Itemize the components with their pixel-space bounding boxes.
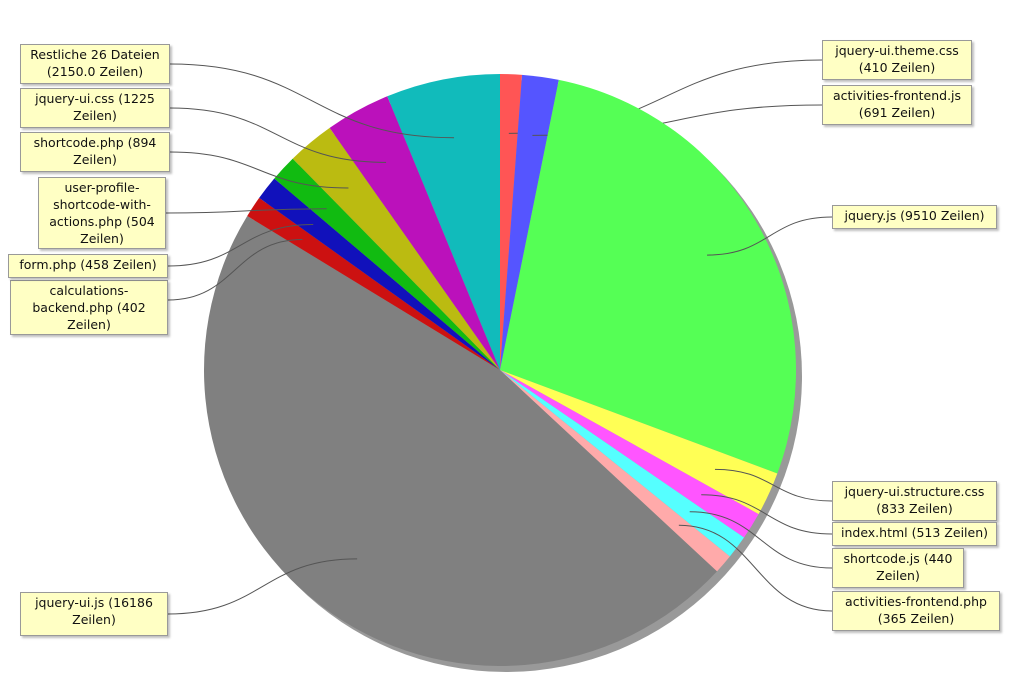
slice-label: Restliche 26 Dateien (2150.0 Zeilen) — [20, 44, 170, 84]
leader-line — [167, 238, 303, 301]
slice-label: shortcode.js (440 Zeilen) — [832, 548, 964, 588]
slice-label: user-profile-shortcode-with-actions.php … — [38, 177, 166, 249]
slice-label: form.php (458 Zeilen) — [8, 254, 168, 278]
pie-slice — [274, 158, 500, 370]
pie-slice — [247, 197, 500, 370]
pie-slice — [500, 370, 745, 557]
leader-line — [707, 216, 833, 256]
pie-slice — [500, 74, 523, 370]
slice-label: shortcode.php (894 Zeilen) — [20, 132, 170, 172]
slice-label: jquery.js (9510 Zeilen) — [832, 205, 997, 229]
pie-slice — [500, 370, 759, 538]
slice-label: activities-frontend.js (691 Zeilen) — [822, 85, 972, 125]
pie-slice — [329, 96, 500, 370]
slice-label: calculations-backend.php (402 Zeilen) — [10, 280, 168, 335]
leader-line — [714, 468, 833, 502]
slice-label: jquery-ui.structure.css (833 Zeilen) — [832, 481, 997, 521]
leader-line — [169, 63, 455, 139]
leader-line — [167, 223, 314, 267]
leader-line — [678, 524, 833, 612]
pie-slice — [259, 178, 500, 370]
leader-line — [167, 558, 358, 615]
pie-slice — [203, 215, 717, 666]
leader-line — [689, 511, 833, 569]
leader-line — [169, 107, 387, 163]
slice-label: jquery-ui.theme.css (410 Zeilen) — [822, 40, 972, 80]
leader-line — [165, 208, 327, 214]
pie-slice — [500, 370, 778, 515]
leader-line — [701, 494, 833, 535]
pie-slice — [500, 74, 559, 370]
slice-label: index.html (513 Zeilen) — [832, 522, 997, 546]
slice-label: jquery-ui.js (16186 Zeilen) — [20, 592, 168, 636]
pie-slice — [387, 74, 500, 370]
slice-label: activities-frontend.php (365 Zeilen) — [832, 591, 1000, 631]
pie-slice — [500, 79, 796, 474]
leader-line — [169, 151, 349, 189]
pie-slice — [500, 370, 730, 572]
slice-label: jquery-ui.css (1225 Zeilen) — [20, 88, 170, 128]
